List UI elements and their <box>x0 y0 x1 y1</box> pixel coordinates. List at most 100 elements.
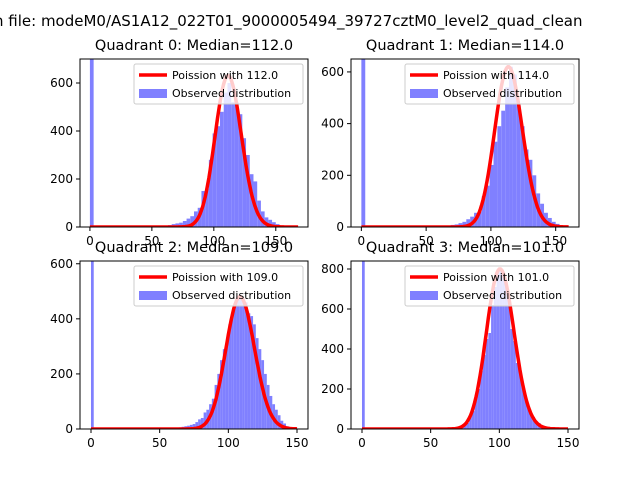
legend-box <box>404 265 575 307</box>
histogram-bar <box>504 287 508 429</box>
legend-swatch-bar <box>139 291 167 300</box>
y-tick-label: 600 <box>50 76 73 90</box>
histogram-bar <box>192 424 196 429</box>
histogram-bar <box>510 329 514 429</box>
histogram-bar <box>246 155 250 227</box>
histogram-bar <box>521 383 525 429</box>
y-tick-label: 400 <box>321 117 344 131</box>
y-tick-label: 600 <box>50 257 73 271</box>
y-tick-label: 800 <box>321 262 344 276</box>
histogram-bar <box>477 211 482 227</box>
histogram-bar <box>234 102 239 227</box>
histogram-bar <box>216 126 221 227</box>
y-tick-label: 400 <box>50 124 73 138</box>
subplots: 0 50 100 150 0 200 400 600 Quadrant 0: Median=11… <box>50 38 580 450</box>
histogram-bar <box>179 222 183 227</box>
axes-frame <box>350 58 580 228</box>
histogram-bar <box>222 349 226 429</box>
axes-frame <box>350 260 580 430</box>
histogram-bar <box>520 126 525 227</box>
x-tick-label: 0 <box>358 436 366 450</box>
subplot-title: Quadrant 0: Median=112.0 <box>95 38 293 54</box>
legend-label: Poission with 109.0 <box>172 271 278 284</box>
histogram-bar <box>507 301 511 429</box>
y-tick-label: 600 <box>321 65 344 79</box>
histogram-bar <box>485 185 490 227</box>
legend-swatch-bar <box>139 89 167 98</box>
x-tick-label: 100 <box>202 234 225 248</box>
subplot-1: 0 50 100 150 0 200 400 600 Quadrant 1: Median=11… <box>321 38 580 248</box>
histogram-bar <box>231 313 234 429</box>
x-tick-label: 50 <box>418 234 433 248</box>
y-tick-label: 0 <box>65 422 73 436</box>
subplot-title: Quadrant 1: Median=114.0 <box>366 38 564 54</box>
histogram-bar <box>228 324 232 429</box>
histogram-bar <box>225 340 229 429</box>
x-tick-label: 150 <box>557 436 580 450</box>
histogram-bar <box>214 384 218 429</box>
histogram-bar <box>198 419 201 429</box>
legend-box <box>133 63 304 105</box>
legend: Poission with 101.0 Observed distribution <box>404 265 575 307</box>
x-tick-label: 100 <box>217 436 240 450</box>
histogram-bar <box>528 159 533 227</box>
histogram-bar <box>493 141 498 227</box>
histogram-bar <box>532 417 536 429</box>
histogram-bar <box>239 296 243 429</box>
legend-label: Poission with 114.0 <box>443 69 549 82</box>
legend: Poission with 114.0 Observed distribution <box>404 63 575 105</box>
histogram-bar <box>512 74 517 227</box>
histogram-bar <box>361 261 365 429</box>
histogram-bar <box>211 398 215 429</box>
histogram-bar <box>203 412 207 429</box>
poisson-line <box>361 267 569 429</box>
legend-swatch-bar <box>410 291 438 300</box>
histogram-bar <box>499 271 503 429</box>
legend: Poission with 112.0 Observed distribution <box>133 63 304 105</box>
x-tick-label: 50 <box>423 436 438 450</box>
histogram-bar <box>189 424 193 429</box>
poisson-line <box>89 74 299 227</box>
histogram-bars <box>361 261 555 429</box>
histogram-bar <box>212 133 217 227</box>
histogram-bar <box>244 302 248 429</box>
y-tick-label: 400 <box>321 342 344 356</box>
histogram-bar <box>493 287 497 429</box>
x-tick-label: 150 <box>544 234 567 248</box>
y-tick-label: 600 <box>321 302 344 316</box>
histogram-bar <box>236 299 240 429</box>
histogram-bar <box>516 105 521 227</box>
histogram-bar <box>182 221 187 227</box>
x-tick-label: 150 <box>286 436 309 450</box>
y-tick-label: 200 <box>50 172 73 186</box>
legend-swatch-bar <box>410 89 438 98</box>
histogram-bar <box>535 421 538 429</box>
histogram-bar <box>186 218 191 227</box>
histogram-bar <box>491 305 494 429</box>
legend-label: Poission with 101.0 <box>443 271 549 284</box>
histogram-bar <box>238 114 243 227</box>
histogram-bar <box>482 355 486 429</box>
histogram-bar <box>497 126 502 227</box>
histogram-bar <box>466 423 470 429</box>
histogram-bar <box>515 363 519 429</box>
histogram-bar <box>223 92 228 227</box>
histogram-bar <box>90 261 94 429</box>
histogram-bar <box>175 223 180 227</box>
legend-label: Observed distribution <box>172 289 291 302</box>
x-tick-label: 0 <box>86 234 94 248</box>
histogram-bar <box>200 417 204 429</box>
legend: Poission with 109.0 Observed distribution <box>133 265 304 307</box>
subplot-2: 0 50 100 150 0 200 400 600 Quadrant 2: Median=10… <box>50 240 309 450</box>
histogram-bar <box>195 422 199 429</box>
histogram-bar <box>242 299 245 429</box>
legend-box <box>133 265 304 307</box>
histogram-bar <box>242 138 247 227</box>
legend-label: Observed distribution <box>443 87 562 100</box>
histogram-bar <box>481 195 486 227</box>
x-tick-label: 150 <box>264 234 287 248</box>
y-tick-label: 200 <box>50 367 73 381</box>
histogram-bar <box>250 316 254 429</box>
histogram-bar <box>513 341 516 429</box>
histogram-bar <box>277 415 281 429</box>
